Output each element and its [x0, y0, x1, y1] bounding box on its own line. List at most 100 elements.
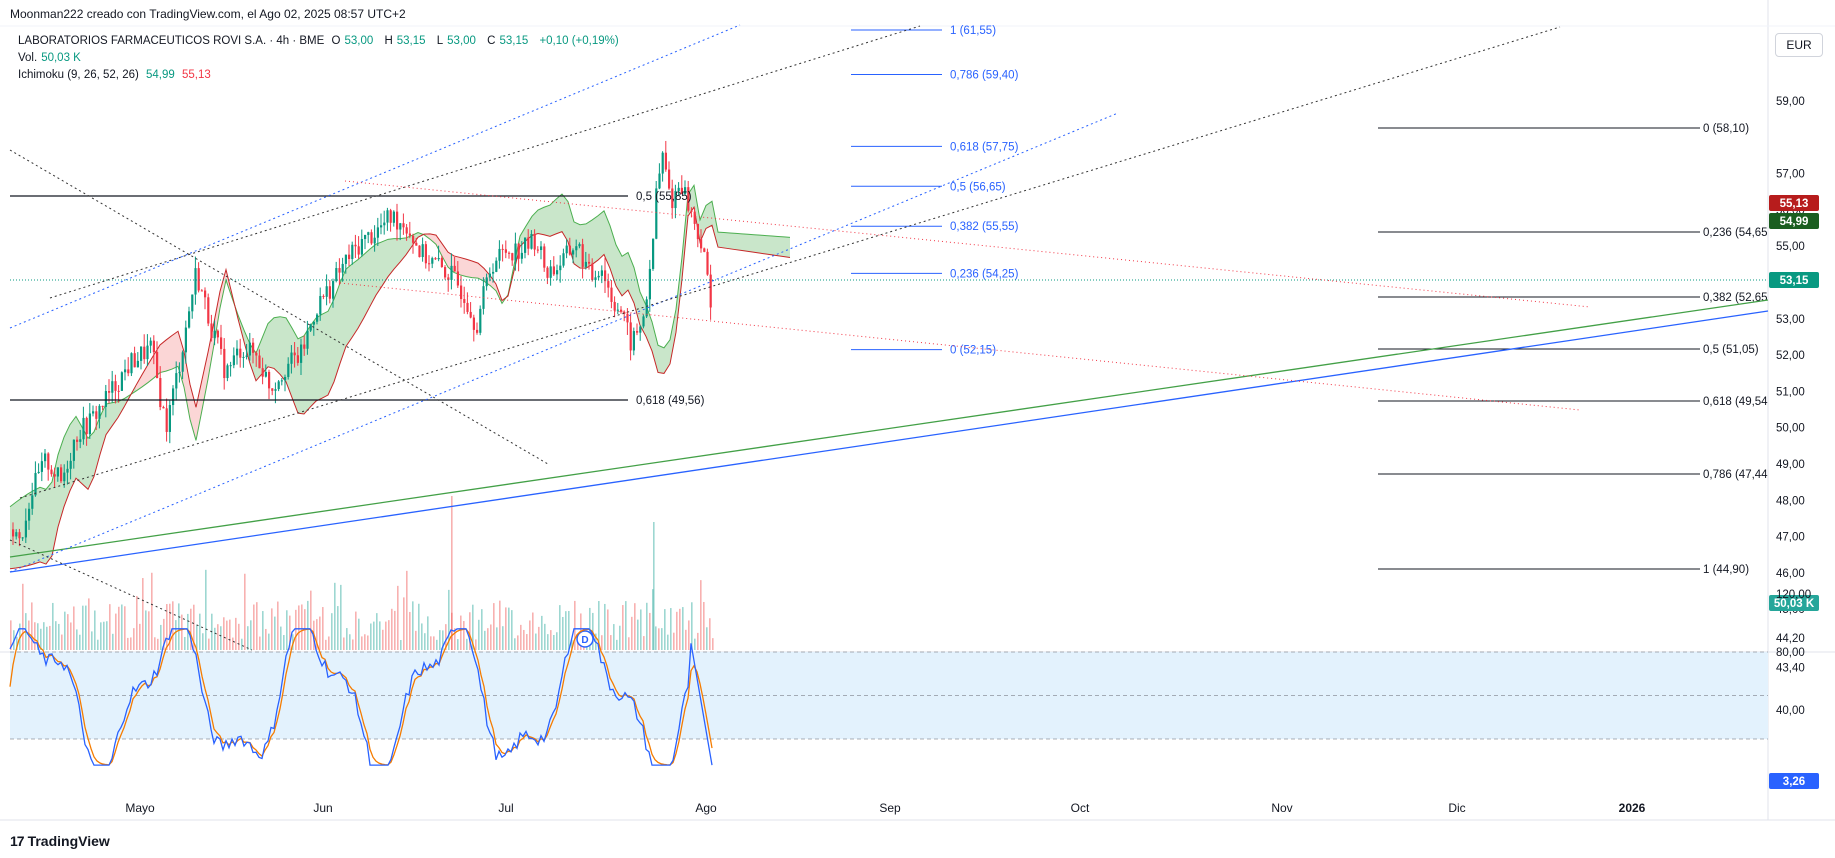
ichimoku-cloud-segment: [742, 233, 748, 252]
red-channel-bottom: [339, 282, 1581, 411]
candle-body: [332, 281, 335, 299]
candle-body: [236, 348, 239, 356]
candle-body: [172, 388, 175, 406]
volume-bar: [586, 635, 588, 650]
candle-body: [607, 281, 610, 288]
volume-bar: [430, 636, 432, 650]
volume-bar: [223, 617, 225, 650]
price-tick-label: 52,00: [1776, 350, 1805, 362]
volume-bar: [28, 620, 30, 650]
volume-bar: [463, 621, 465, 650]
volume-bar: [556, 632, 558, 650]
volume-bar: [574, 600, 576, 650]
stochastic-legend[interactable]: Estocástico (14, 1, 3) 3,26 2,61: [18, 661, 186, 673]
candle-body: [197, 268, 200, 291]
ichimoku-cloud-segment: [664, 339, 670, 374]
candle-body: [546, 267, 549, 278]
candle-body: [101, 405, 104, 407]
volume-bar: [241, 638, 243, 650]
candle-body: [370, 232, 373, 244]
ichimoku-cloud-segment: [94, 416, 100, 477]
volume-bar: [55, 621, 57, 650]
time-tick-label: Oct: [1071, 801, 1090, 815]
candle-body: [588, 261, 591, 264]
candle-body: [392, 211, 395, 223]
volume-bar: [553, 635, 555, 650]
volume-bar: [100, 622, 102, 650]
ichimoku-cloud-segment: [418, 232, 424, 238]
ichimoku-cloud-segment: [670, 309, 676, 364]
volume-bar: [148, 611, 150, 650]
currency-button[interactable]: EUR: [1775, 33, 1823, 57]
ichimoku-cloud-segment: [592, 215, 598, 265]
dividend-marker-label: D: [581, 635, 588, 646]
candle-body: [668, 169, 671, 189]
volume-bar: [538, 626, 540, 650]
candle-body: [242, 356, 245, 358]
ichimoku-cloud-segment: [490, 275, 496, 291]
candle-body: [351, 244, 354, 260]
volume-bar: [451, 496, 453, 650]
ichimoku-cloud-segment: [478, 263, 484, 282]
volume-bar: [640, 609, 642, 650]
ichimoku-cloud-segment: [394, 238, 400, 270]
tradingview-logo-icon: 17: [10, 833, 25, 849]
candle-body: [120, 372, 123, 391]
volume-bar: [154, 637, 156, 650]
ichimoku-cloud-segment: [694, 185, 700, 243]
volume-bar: [139, 623, 141, 650]
ichimoku-cloud-segment: [628, 252, 634, 304]
volume-bar: [133, 628, 135, 650]
volume-bar: [616, 639, 618, 650]
volume-bar: [169, 603, 171, 650]
candle-body: [405, 227, 408, 234]
ichimoku-cloud-segment: [514, 236, 520, 271]
candle-body: [31, 495, 34, 509]
ichimoku-legend[interactable]: Ichimoku (9, 26, 52, 26) 54,99 55,13: [18, 69, 211, 81]
volume-bar: [199, 613, 201, 650]
ichimoku-cloud-segment: [136, 374, 142, 392]
volume-bar: [325, 639, 327, 650]
volume-bar: [10, 620, 12, 650]
volume-bar: [601, 635, 603, 650]
candle-body: [511, 253, 514, 261]
candle-body: [552, 266, 555, 275]
candle-body: [389, 210, 392, 223]
volume-bar: [703, 601, 705, 650]
candle-body: [591, 263, 594, 281]
volume-bar: [547, 634, 549, 650]
volume-bar: [304, 609, 306, 650]
volume-bar: [442, 630, 444, 650]
candle-body: [178, 371, 181, 374]
volume-bar: [145, 610, 147, 650]
volume-bar: [580, 613, 582, 650]
ichimoku-cloud-segment: [328, 299, 334, 396]
price-badge-text: 54,99: [1780, 216, 1809, 228]
volume-bar: [490, 624, 492, 650]
candle-body: [232, 355, 235, 366]
symbol-name[interactable]: LABORATORIOS FARMACEUTICOS ROVI S.A. · 4…: [18, 35, 325, 47]
candle-body: [514, 243, 517, 261]
volume-bar: [421, 623, 423, 650]
volume-bar: [688, 620, 690, 650]
candle-body: [581, 244, 584, 267]
candle-body: [335, 268, 338, 282]
volume-bar: [277, 601, 279, 650]
ichimoku-cloud-segment: [112, 401, 118, 427]
volume-legend[interactable]: Vol. 50,03 K: [18, 52, 81, 64]
candle-body: [56, 467, 59, 477]
ichimoku-cloud-segment: [64, 424, 70, 507]
volume-bar: [160, 624, 162, 650]
volume-bar: [88, 598, 90, 650]
candle-body: [79, 439, 82, 442]
ichimoku-cloud-segment: [682, 194, 688, 280]
candle-body: [700, 239, 703, 249]
ichimoku-cloud-segment: [484, 268, 490, 286]
volume-bar: [664, 609, 666, 650]
ichimoku-cloud-segment: [634, 267, 640, 326]
price-badge-text: 50,03 K: [1774, 598, 1815, 610]
ichimoku-span-a: [9, 184, 791, 508]
volume-bar: [619, 625, 621, 650]
ichimoku-cloud-segment: [16, 497, 22, 569]
